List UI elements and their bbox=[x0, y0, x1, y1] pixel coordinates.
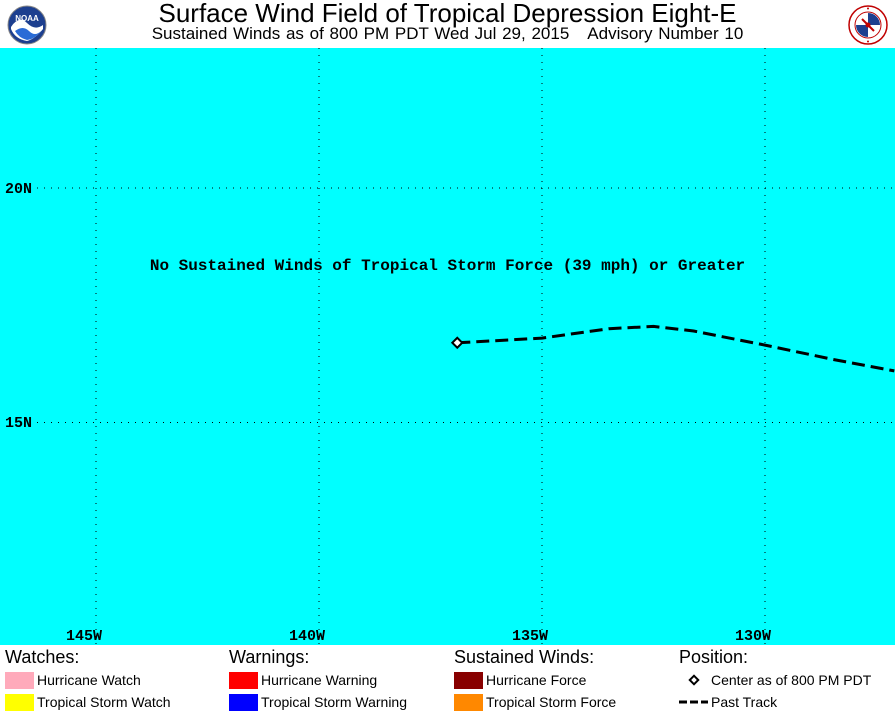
header: NOAA Surface Wind Field of Tropical Depr… bbox=[0, 0, 895, 48]
nws-logo-icon bbox=[848, 5, 888, 45]
legend: Watches: Hurricane Watch Tropical Storm … bbox=[0, 645, 895, 716]
wind-field-map: No Sustained Winds of Tropical Storm For… bbox=[0, 48, 895, 645]
legend-label: Past Track bbox=[711, 694, 778, 710]
subtitle-time: Sustained Winds as of 800 PM PDT Wed Jul… bbox=[151, 24, 570, 43]
legend-item-tropical-storm-force: Tropical Storm Force bbox=[454, 691, 616, 713]
legend-item-past-track: Past Track bbox=[679, 691, 871, 713]
legend-sustained-winds: Sustained Winds: Hurricane Force Tropica… bbox=[454, 645, 616, 713]
legend-label: Tropical Storm Watch bbox=[37, 694, 171, 710]
page-title: Surface Wind Field of Tropical Depressio… bbox=[158, 0, 737, 28]
noaa-logo-icon: NOAA bbox=[7, 5, 47, 45]
legend-item-hurricane-force: Hurricane Force bbox=[454, 669, 616, 691]
map-canvas bbox=[30, 48, 895, 645]
lon-label-140w: 140W bbox=[289, 628, 326, 645]
legend-item-tropical-storm-watch: Tropical Storm Watch bbox=[5, 691, 171, 713]
lon-label-145w: 145W bbox=[66, 628, 103, 645]
legend-heading-position: Position: bbox=[679, 647, 749, 667]
legend-label: Hurricane Warning bbox=[261, 672, 378, 688]
legend-heading-winds: Sustained Winds: bbox=[454, 647, 595, 667]
swatch-tropical-storm-force bbox=[454, 693, 483, 711]
legend-heading-warnings: Warnings: bbox=[229, 647, 310, 667]
lon-label-130w: 130W bbox=[735, 628, 772, 645]
swatch-hurricane-watch bbox=[5, 671, 34, 689]
legend-label: Tropical Storm Warning bbox=[261, 694, 408, 710]
lat-label-15n: 15N bbox=[5, 415, 33, 432]
legend-position: Position: Center as of 800 PM PDT Past T… bbox=[679, 645, 871, 713]
swatch-tropical-storm-watch bbox=[5, 693, 34, 711]
swatch-hurricane-warning bbox=[229, 671, 258, 689]
swatch-tropical-storm-warning bbox=[229, 693, 258, 711]
legend-label: Tropical Storm Force bbox=[486, 694, 617, 710]
past-track-line bbox=[457, 324, 895, 373]
lon-label-135w: 135W bbox=[512, 628, 549, 645]
advisory-number: Advisory Number 10 bbox=[587, 24, 744, 43]
legend-watches: Watches: Hurricane Watch Tropical Storm … bbox=[5, 645, 171, 713]
lat-label-20n: 20N bbox=[5, 181, 33, 198]
diamond-icon bbox=[679, 672, 708, 689]
svg-text:NOAA: NOAA bbox=[15, 14, 39, 23]
storm-center-marker bbox=[450, 336, 464, 350]
legend-item-tropical-storm-warning: Tropical Storm Warning bbox=[229, 691, 407, 713]
legend-heading-watches: Watches: bbox=[5, 647, 80, 667]
wind-notice: No Sustained Winds of Tropical Storm For… bbox=[149, 257, 746, 275]
lat-lon-grid bbox=[30, 48, 895, 645]
legend-label: Center as of 800 PM PDT bbox=[711, 672, 872, 688]
legend-label: Hurricane Force bbox=[486, 672, 587, 688]
dashed-line-icon bbox=[679, 694, 708, 711]
legend-label: Hurricane Watch bbox=[37, 672, 141, 688]
legend-item-center: Center as of 800 PM PDT bbox=[679, 669, 871, 691]
legend-item-hurricane-warning: Hurricane Warning bbox=[229, 669, 407, 691]
legend-item-hurricane-watch: Hurricane Watch bbox=[5, 669, 171, 691]
swatch-hurricane-force bbox=[454, 671, 483, 689]
legend-warnings: Warnings: Hurricane Warning Tropical Sto… bbox=[229, 645, 407, 713]
page-subtitle: Sustained Winds as of 800 PM PDT Wed Jul… bbox=[0, 24, 895, 44]
